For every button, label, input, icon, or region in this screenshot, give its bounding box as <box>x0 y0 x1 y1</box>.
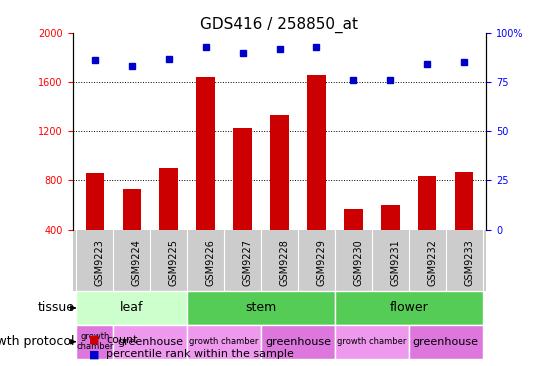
Text: tissue: tissue <box>37 302 74 314</box>
Bar <box>381 205 400 229</box>
Text: percentile rank within the sample: percentile rank within the sample <box>106 349 294 359</box>
Text: GSM9230: GSM9230 <box>353 239 363 285</box>
Bar <box>159 168 178 229</box>
Bar <box>122 189 141 229</box>
Text: GSM9225: GSM9225 <box>169 239 179 286</box>
Text: growth
chamber: growth chamber <box>76 332 113 351</box>
Bar <box>187 325 261 359</box>
Text: growth protocol: growth protocol <box>0 335 74 348</box>
Bar <box>86 173 104 229</box>
Bar <box>113 325 187 359</box>
Bar <box>196 77 215 229</box>
Bar <box>335 291 482 325</box>
Text: flower: flower <box>390 302 428 314</box>
Text: ■: ■ <box>89 335 100 345</box>
Text: count: count <box>106 335 138 345</box>
Text: growth chamber: growth chamber <box>190 337 259 346</box>
Text: stem: stem <box>245 302 277 314</box>
Bar <box>418 176 437 229</box>
Text: growth chamber: growth chamber <box>337 337 406 346</box>
Text: greenhouse: greenhouse <box>413 337 479 347</box>
Text: GSM9231: GSM9231 <box>390 239 400 285</box>
Bar <box>307 75 326 229</box>
Text: leaf: leaf <box>120 302 144 314</box>
Text: GSM9228: GSM9228 <box>280 239 290 286</box>
Text: GSM9223: GSM9223 <box>95 239 105 286</box>
Text: GSM9224: GSM9224 <box>132 239 142 286</box>
Bar <box>344 209 363 229</box>
Bar <box>409 325 482 359</box>
Bar <box>187 291 335 325</box>
Text: GSM9233: GSM9233 <box>464 239 474 285</box>
Bar <box>77 325 113 359</box>
Bar <box>261 325 335 359</box>
Text: GSM9227: GSM9227 <box>243 239 253 286</box>
Text: greenhouse: greenhouse <box>117 337 183 347</box>
Bar <box>77 291 187 325</box>
Bar <box>233 128 252 229</box>
Text: greenhouse: greenhouse <box>265 337 331 347</box>
Text: GSM9232: GSM9232 <box>427 239 437 286</box>
Bar <box>455 172 473 229</box>
Text: GSM9226: GSM9226 <box>206 239 216 286</box>
Text: GSM9229: GSM9229 <box>316 239 326 286</box>
Bar <box>270 115 289 229</box>
Title: GDS416 / 258850_at: GDS416 / 258850_at <box>201 17 358 33</box>
Bar <box>335 325 409 359</box>
Text: ■: ■ <box>89 349 100 359</box>
